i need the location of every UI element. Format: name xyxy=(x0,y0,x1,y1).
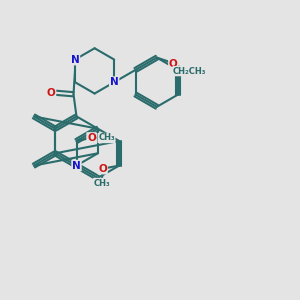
Text: O: O xyxy=(87,133,96,143)
Text: CH₃: CH₃ xyxy=(98,134,115,142)
Text: N: N xyxy=(110,77,118,87)
Text: O: O xyxy=(47,88,56,98)
Text: CH₃: CH₃ xyxy=(94,178,110,188)
Text: O: O xyxy=(169,58,178,69)
Text: N: N xyxy=(72,160,81,171)
Text: CH₂CH₃: CH₂CH₃ xyxy=(173,67,206,76)
Text: O: O xyxy=(98,164,107,174)
Text: N: N xyxy=(70,55,80,64)
